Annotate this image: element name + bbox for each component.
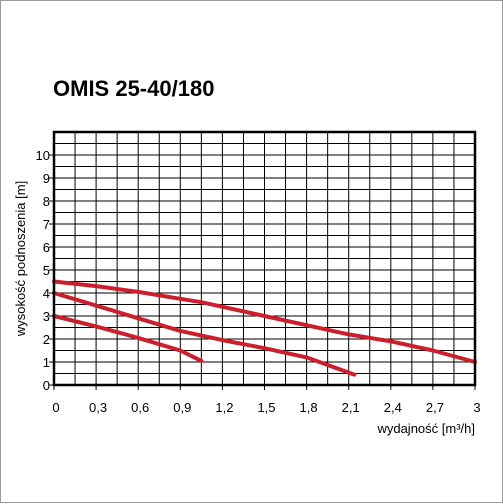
x-tick-label: 1,5 [257,400,275,415]
chart-title: OMIS 25-40/180 [53,76,214,101]
series-line [52,291,357,377]
y-axis-label: wysokość podnoszenia [m] [13,181,28,337]
y-tick-label: 7 [43,217,50,232]
y-tick-label: 8 [43,194,50,209]
x-tick-label: 0,9 [173,400,191,415]
x-tick-labels: 0 0,3 0,6 0,9 1,2 1,5 1,8 2,1 2,4 2,7 3 [52,385,481,415]
x-tick-label: 2,7 [426,400,444,415]
x-tick-label: 1,8 [300,400,318,415]
x-tick-label: 0,3 [89,400,107,415]
y-tick-label: 3 [43,309,50,324]
series-lines [52,279,477,377]
y-tick-label: 2 [43,332,50,347]
y-tick-label: 1 [43,355,50,370]
x-tick-label: 0,6 [131,400,149,415]
x-tick-label: 2,1 [342,400,360,415]
x-tick-label: 2,4 [384,400,402,415]
series-line [52,279,477,364]
x-tick-label: 3 [473,400,480,415]
x-tick-label: 0 [52,400,59,415]
y-tick-label: 5 [43,263,50,278]
y-tick-label: 0 [43,378,50,393]
x-axis-label: wydajność [m³/h] [376,421,475,436]
series-line [52,314,204,363]
y-tick-labels: 0 1 2 3 4 5 6 7 8 9 10 [36,148,54,393]
y-tick-label: 9 [43,171,50,186]
y-tick-label: 4 [43,286,50,301]
x-tick-label: 1,2 [215,400,233,415]
y-tick-label: 10 [36,148,50,163]
y-tick-label: 6 [43,240,50,255]
